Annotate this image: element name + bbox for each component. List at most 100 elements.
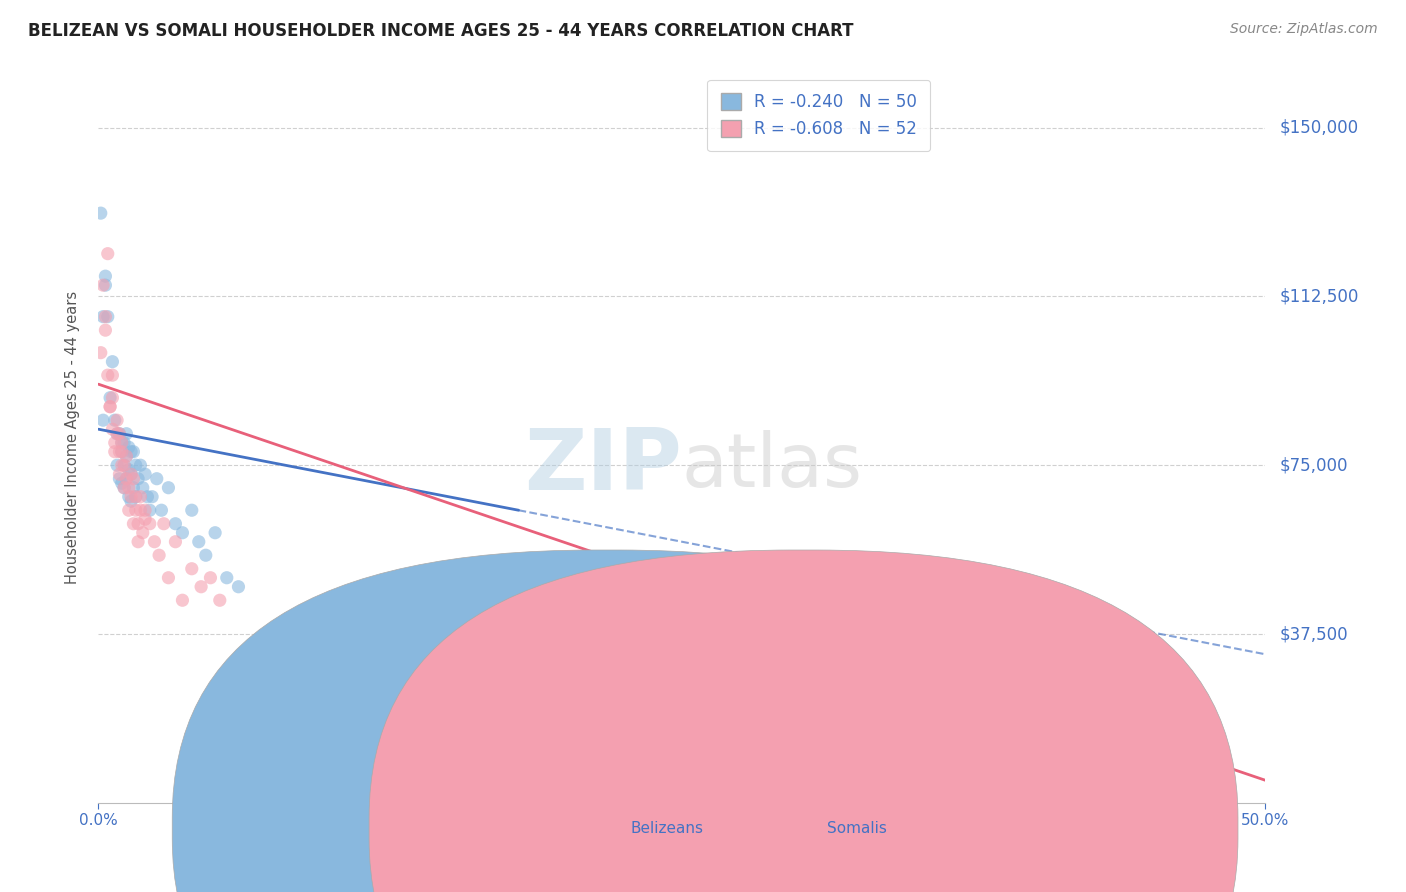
Text: $75,000: $75,000: [1279, 456, 1348, 475]
Point: [122, 481, 145, 495]
Point: [111, 476, 134, 491]
Point: [125, 503, 148, 517]
Point: [94, 269, 117, 284]
Point: [94, 310, 117, 324]
Point: [101, 368, 124, 383]
Text: $150,000: $150,000: [1279, 119, 1358, 136]
Point: [105, 458, 128, 473]
Point: [132, 481, 155, 495]
Point: [380, 607, 402, 621]
Point: [98, 400, 121, 414]
Point: [115, 449, 138, 463]
Text: BELIZEAN VS SOMALI HOUSEHOLDER INCOME AGES 25 - 44 YEARS CORRELATION CHART: BELIZEAN VS SOMALI HOUSEHOLDER INCOME AG…: [28, 22, 853, 40]
Point: [129, 490, 152, 504]
Point: [97, 368, 120, 383]
Point: [115, 449, 138, 463]
Point: [180, 562, 202, 576]
Point: [134, 512, 156, 526]
Point: [122, 516, 145, 531]
Point: [165, 516, 187, 531]
Point: [108, 426, 131, 441]
Point: [112, 481, 135, 495]
Point: [194, 548, 217, 562]
Text: Belizeans: Belizeans: [630, 821, 703, 836]
Point: [115, 472, 138, 486]
Text: Source: ZipAtlas.com: Source: ZipAtlas.com: [1230, 22, 1378, 37]
Point: [115, 472, 138, 486]
Point: [112, 435, 135, 450]
Point: [91, 278, 114, 293]
Point: [152, 516, 174, 531]
Point: [118, 490, 141, 504]
Point: [108, 444, 131, 458]
Point: [118, 503, 141, 517]
Point: [111, 435, 134, 450]
Point: [98, 391, 121, 405]
Point: [157, 571, 180, 585]
Point: [215, 571, 238, 585]
Point: [90, 206, 112, 220]
FancyBboxPatch shape: [368, 550, 1239, 892]
Point: [97, 310, 120, 324]
Point: [98, 400, 121, 414]
Point: [104, 413, 127, 427]
Point: [120, 494, 142, 508]
Point: [208, 593, 231, 607]
Text: Somalis: Somalis: [827, 821, 887, 836]
Point: [132, 525, 155, 540]
Legend: R = -0.240   N = 50, R = -0.608   N = 52: R = -0.240 N = 50, R = -0.608 N = 52: [707, 79, 931, 151]
Point: [115, 426, 138, 441]
Point: [200, 571, 222, 585]
Point: [127, 472, 149, 486]
Point: [125, 490, 148, 504]
Point: [91, 310, 114, 324]
Point: [105, 426, 128, 441]
Point: [108, 472, 131, 486]
Point: [129, 503, 152, 517]
Text: ZIP: ZIP: [524, 425, 682, 508]
Point: [150, 503, 173, 517]
Point: [129, 458, 152, 473]
Point: [204, 525, 226, 540]
Point: [125, 490, 148, 504]
Point: [165, 534, 187, 549]
Point: [157, 481, 180, 495]
Point: [143, 534, 166, 549]
Point: [94, 323, 117, 337]
Point: [127, 516, 149, 531]
Point: [108, 426, 131, 441]
Point: [105, 413, 128, 427]
Point: [104, 435, 127, 450]
Point: [112, 481, 135, 495]
Point: [111, 444, 134, 458]
Y-axis label: Householder Income Ages 25 - 44 years: Householder Income Ages 25 - 44 years: [65, 291, 80, 583]
Point: [187, 534, 209, 549]
Point: [118, 481, 141, 495]
Point: [118, 463, 141, 477]
Point: [190, 580, 212, 594]
Point: [108, 467, 131, 482]
Point: [125, 458, 148, 473]
Point: [141, 490, 163, 504]
Point: [172, 593, 194, 607]
FancyBboxPatch shape: [172, 550, 1040, 892]
Text: $112,500: $112,500: [1279, 287, 1358, 305]
Point: [120, 444, 142, 458]
Point: [146, 472, 169, 486]
Point: [172, 525, 194, 540]
Point: [112, 458, 135, 473]
Point: [122, 472, 145, 486]
Point: [120, 490, 142, 504]
Point: [111, 435, 134, 450]
Point: [148, 548, 170, 562]
Point: [101, 391, 124, 405]
Point: [120, 467, 142, 482]
Point: [120, 467, 142, 482]
Point: [127, 534, 149, 549]
Point: [136, 490, 159, 504]
Point: [111, 444, 134, 458]
Text: $37,500: $37,500: [1279, 625, 1348, 643]
Point: [228, 580, 250, 594]
Point: [122, 444, 145, 458]
Point: [139, 516, 162, 531]
